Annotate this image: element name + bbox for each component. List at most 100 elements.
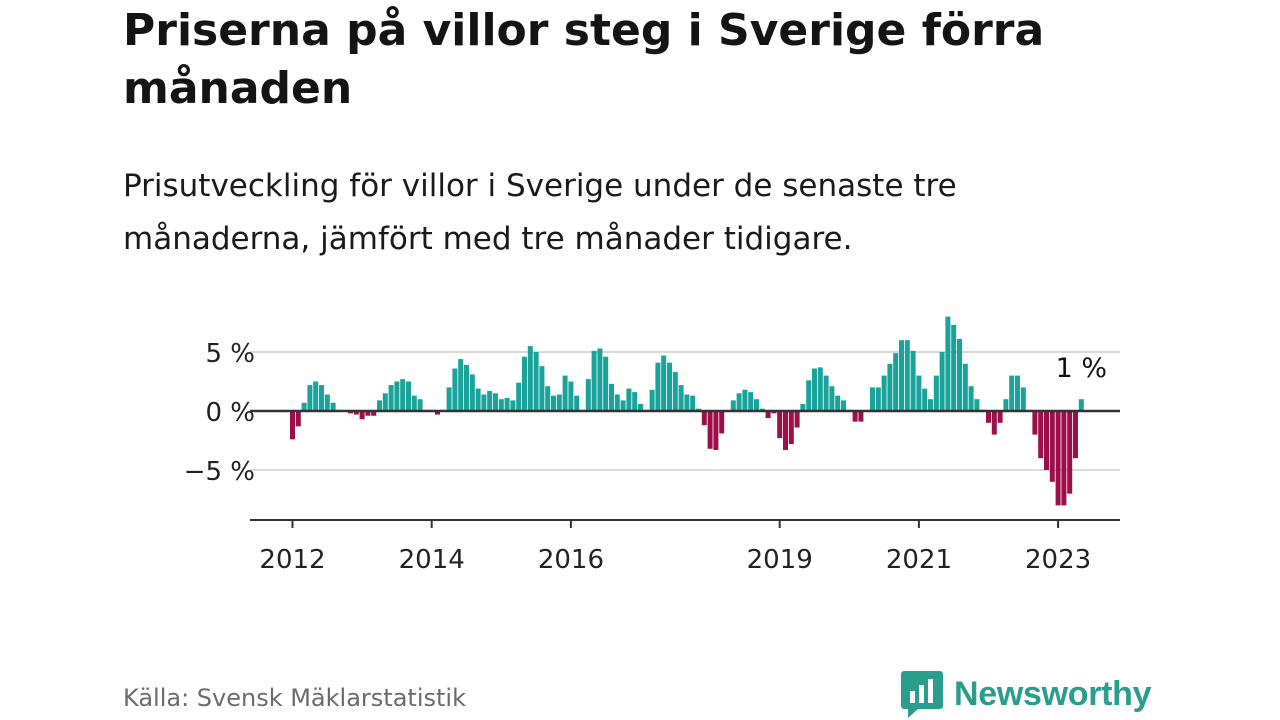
- bar: [1009, 375, 1015, 411]
- bar: [817, 367, 823, 411]
- bar: [783, 411, 788, 450]
- bar: [481, 394, 487, 411]
- bar-chart-logo-icon: [901, 671, 943, 718]
- bar: [829, 386, 835, 411]
- bar: [748, 392, 754, 411]
- bar: [951, 324, 957, 411]
- bar: [353, 411, 359, 415]
- brand-name: Newsworthy: [954, 674, 1152, 713]
- bar: [765, 411, 771, 419]
- bar: [812, 368, 817, 411]
- bar: [1061, 411, 1067, 506]
- bar: [841, 400, 846, 411]
- bar: [777, 411, 783, 439]
- bar: [609, 383, 614, 411]
- bar: [794, 411, 800, 428]
- bar: [823, 375, 829, 411]
- bar: [313, 381, 319, 411]
- bar: [562, 375, 568, 411]
- bar: [678, 385, 684, 411]
- bar: [585, 379, 591, 411]
- bar: [620, 400, 626, 411]
- gridlines: [250, 351, 1120, 471]
- bar: [870, 387, 875, 411]
- bar: [928, 399, 933, 411]
- x-tick-label: 2019: [747, 545, 813, 575]
- bar: [1073, 411, 1078, 459]
- bar: [307, 385, 313, 411]
- bar: [365, 411, 371, 416]
- bar: [968, 386, 974, 411]
- chart-title: Priserna på villor steg i Sverige förra …: [123, 5, 1045, 114]
- bar: [904, 340, 910, 411]
- bar: [701, 411, 707, 426]
- bar: [1020, 387, 1026, 411]
- bar: [568, 381, 574, 411]
- bar: [527, 346, 533, 411]
- bar: [957, 339, 962, 411]
- bar: [997, 411, 1003, 423]
- bar: [475, 388, 481, 411]
- bar: [800, 403, 806, 411]
- bar: [556, 394, 562, 411]
- bar: [446, 387, 452, 411]
- bar: [638, 403, 643, 411]
- bar: [754, 399, 759, 411]
- bar: [290, 411, 295, 440]
- bar: [539, 366, 545, 411]
- bar: [684, 394, 690, 411]
- x-axis-ticks: 2012 2014 2016 2019 2021 2023: [259, 520, 1091, 575]
- bar: [1038, 411, 1044, 459]
- bar: [574, 395, 580, 411]
- y-axis-ticks: 5 % 0 % −5 %: [184, 339, 255, 487]
- bar: [406, 381, 411, 411]
- bar: [667, 362, 672, 411]
- bar: [1032, 411, 1038, 435]
- bar: [377, 400, 382, 411]
- bar: [435, 411, 440, 415]
- bar: [991, 411, 997, 435]
- bar: [887, 363, 893, 411]
- x-tick-label: 2023: [1025, 545, 1091, 575]
- bar: [1049, 411, 1055, 482]
- bar: [916, 375, 922, 411]
- bar: [707, 411, 713, 449]
- bar: [661, 355, 667, 411]
- bar: [986, 411, 991, 423]
- bar: [649, 389, 655, 411]
- x-tick-label: 2012: [259, 545, 325, 575]
- bar: [719, 411, 725, 434]
- bar: [945, 316, 951, 411]
- bar: [533, 352, 539, 411]
- bar: [730, 400, 736, 411]
- bar: [493, 393, 498, 411]
- y-tick-label: 0 %: [205, 398, 255, 428]
- bar: [301, 402, 307, 411]
- bar: [1067, 411, 1073, 494]
- bar: [324, 394, 330, 411]
- bar: [516, 382, 522, 411]
- bar: [545, 386, 551, 411]
- bar: [690, 395, 696, 411]
- newsworthy-logo[interactable]: Newsworthy: [900, 668, 1152, 720]
- bar: [597, 348, 603, 411]
- bar: [1078, 399, 1084, 411]
- last-value-annotation: 1 %: [1056, 353, 1107, 384]
- bar: [330, 402, 336, 411]
- bar: [626, 388, 632, 411]
- bar: [939, 352, 945, 411]
- bar: [359, 411, 365, 420]
- bar: [417, 399, 423, 411]
- bar-chart: 5 % 0 % −5 % 2012 2014 2016 2019 2021 2023 1 %: [184, 316, 1120, 575]
- bar: [1015, 375, 1020, 411]
- bar: [899, 340, 904, 411]
- bar: [498, 399, 504, 411]
- bar: [806, 380, 812, 411]
- bar: [522, 356, 527, 411]
- bar: [788, 411, 794, 445]
- bar: [295, 411, 301, 427]
- bar: [411, 395, 417, 411]
- bar: [487, 390, 493, 411]
- bar: [922, 388, 928, 411]
- bar: [672, 372, 678, 411]
